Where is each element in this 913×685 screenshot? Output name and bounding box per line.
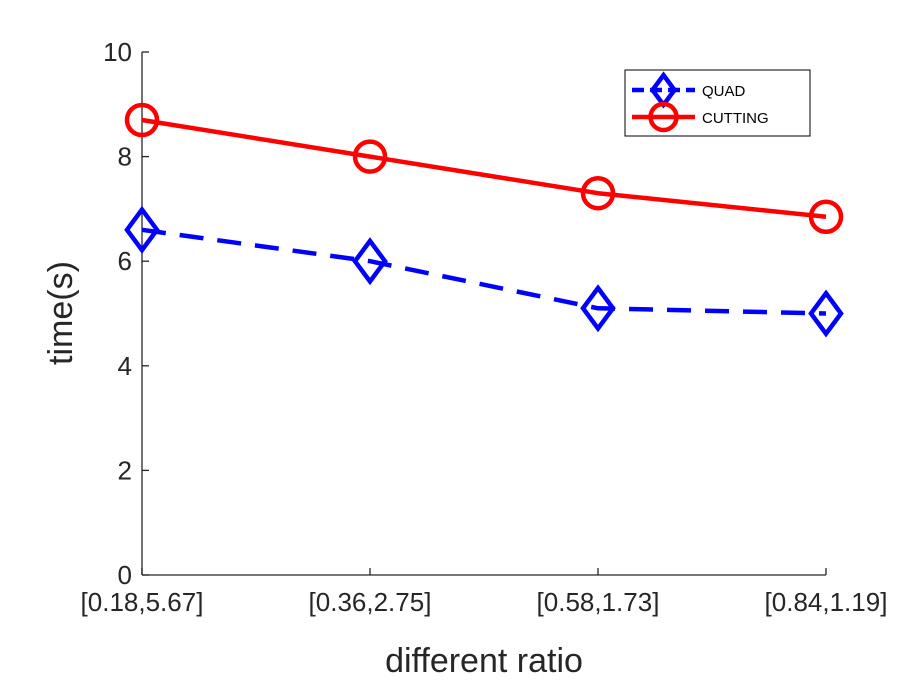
x-tick-label: [0.36,2.75] — [309, 587, 432, 617]
x-tick-label: [0.18,5.67] — [81, 587, 204, 617]
data-point-circle — [648, 101, 679, 133]
data-point-circle — [124, 102, 160, 138]
series-quad — [124, 205, 844, 338]
y-tick-label: 8 — [118, 142, 132, 172]
axes — [141, 52, 826, 576]
x-axis-label: different ratio — [385, 642, 583, 680]
data-point-diamond — [352, 237, 388, 286]
y-tick-label: 2 — [118, 455, 132, 485]
data-point-diamond — [808, 289, 844, 338]
y-tick-label: 4 — [118, 351, 132, 381]
y-tick-label: 0 — [118, 560, 132, 590]
y-tick-label: 10 — [103, 37, 132, 67]
series-cutting — [124, 102, 844, 234]
data-point-circle — [580, 175, 616, 211]
series-layer — [124, 102, 844, 338]
data-point-diamond — [580, 284, 616, 333]
legend-label-cutting: CUTTING — [702, 110, 769, 127]
data-point-circle — [352, 139, 388, 174]
x-axis-ticks: [0.18,5.67] [0.36,2.75] [0.58,1.73] [0.84,1… — [81, 568, 888, 617]
data-point-diamond — [124, 205, 160, 254]
series-line-quad — [141, 227, 827, 316]
legend-label-quad: QUAD — [702, 83, 746, 100]
x-tick-label: [0.84,1.19] — [765, 587, 888, 617]
y-tick-label: 6 — [118, 246, 132, 276]
y-axis-label: time(s) — [42, 261, 80, 365]
y-axis-ticks: 0 2 4 6 8 10 — [103, 37, 149, 590]
data-point-circle — [808, 199, 844, 234]
x-tick-label: [0.58,1.73] — [537, 587, 660, 617]
series-line-cutting — [141, 117, 827, 219]
legend: QUAD CUTTING — [624, 69, 811, 137]
